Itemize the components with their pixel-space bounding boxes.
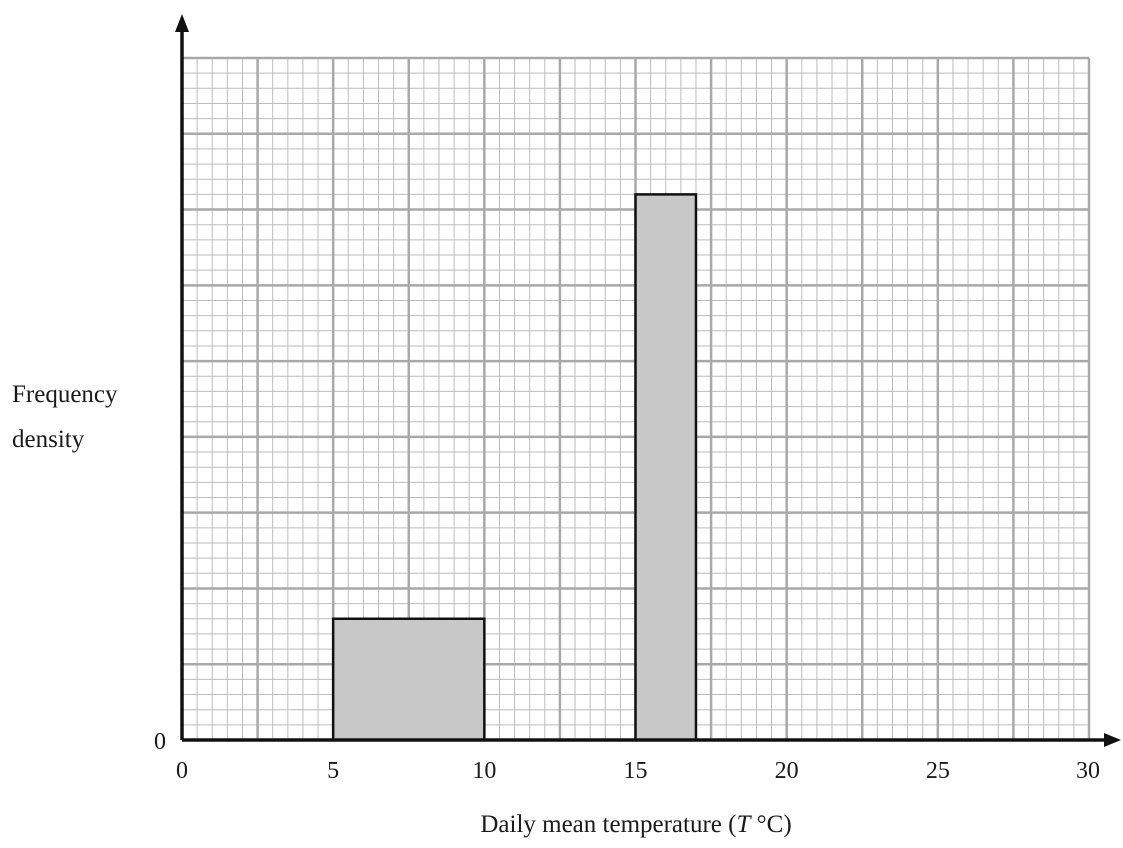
y-axis-arrowhead	[175, 14, 189, 32]
x-tick-label: 5	[327, 758, 339, 784]
x-axis-arrowhead	[1104, 733, 1121, 747]
histogram-bar-1	[331, 617, 486, 742]
x-axis-label: Daily mean temperature (T °C)	[480, 811, 791, 838]
x-tick-label: 15	[624, 758, 648, 784]
x-tick-label: 30	[1076, 758, 1100, 784]
x-tick-label: 10	[472, 758, 496, 784]
x-tick-label: 25	[926, 758, 950, 784]
y-axis-label-line-1: Frequency	[12, 381, 118, 408]
axes	[175, 14, 1121, 747]
x-tick-labels: 0 5 10 15 20 25 30	[176, 758, 1100, 784]
x-tick-label: 20	[775, 758, 799, 784]
histogram-bar-2	[634, 193, 698, 742]
y-axis-label: Frequency density	[12, 381, 124, 453]
y-tick-labels: 0	[154, 729, 166, 755]
histogram-bars	[331, 193, 698, 742]
y-tick-label: 0	[154, 729, 166, 755]
x-tick-label: 0	[176, 758, 188, 784]
y-axis-label-line-2: density	[12, 426, 85, 453]
